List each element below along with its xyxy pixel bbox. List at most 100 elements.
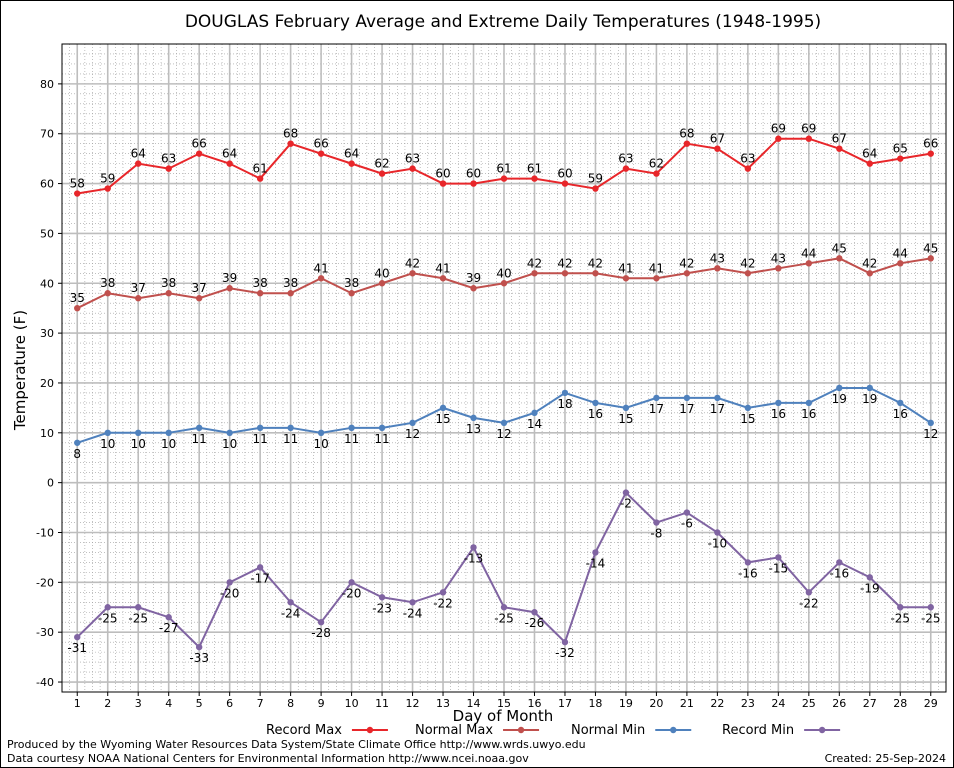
data-label: -13	[464, 551, 484, 565]
data-point	[256, 424, 264, 432]
data-point	[287, 424, 294, 432]
data-point	[135, 160, 142, 167]
data-point	[561, 389, 569, 397]
data-label: 41	[618, 261, 633, 275]
data-label: 10	[222, 437, 237, 451]
data-point	[683, 394, 691, 402]
data-point	[226, 429, 233, 436]
data-label: 69	[771, 122, 786, 136]
data-point	[897, 399, 904, 407]
data-label: 59	[100, 172, 115, 186]
data-label: -25	[494, 611, 514, 625]
data-label: 64	[862, 147, 877, 161]
data-point	[439, 180, 447, 187]
data-label: 42	[862, 256, 877, 270]
data-point	[866, 160, 873, 167]
data-point	[226, 160, 233, 167]
data-label: 8	[73, 447, 81, 461]
data-point	[317, 619, 325, 626]
data-point	[531, 270, 538, 277]
data-label: 11	[283, 432, 298, 446]
data-label: 42	[588, 256, 603, 270]
series-normal-max: 35 38 37 38 37 39 38 38 41 38 40 42 41 39 40 42 42 42 41 41…	[70, 241, 938, 312]
data-label: -24	[281, 606, 301, 620]
data-point	[165, 165, 172, 172]
data-point	[500, 280, 508, 287]
data-label: 66	[192, 137, 207, 151]
data-point	[378, 280, 386, 287]
data-label: 43	[710, 251, 725, 265]
data-point	[195, 643, 203, 651]
chart-title: DOUGLAS February Average and Extreme Dai…	[185, 12, 821, 32]
data-label: 63	[618, 152, 633, 166]
y-tick-label: 10	[40, 427, 54, 440]
data-label: 66	[313, 137, 328, 151]
data-point	[195, 424, 203, 432]
data-label: -20	[220, 586, 240, 600]
data-point	[744, 165, 752, 172]
data-point	[866, 270, 873, 277]
legend-label: Normal Min	[571, 723, 645, 738]
data-label: 16	[893, 407, 908, 421]
data-label: 38	[283, 276, 298, 290]
data-point	[104, 185, 111, 192]
data-label: -27	[159, 621, 179, 635]
plot-frame	[61, 43, 947, 693]
x-tick-label: 21	[680, 697, 694, 710]
data-label: -25	[128, 611, 148, 625]
data-label: -31	[67, 641, 87, 655]
data-point	[135, 429, 142, 436]
data-point	[195, 295, 203, 302]
x-tick-label: 26	[832, 697, 846, 710]
data-point	[622, 404, 630, 412]
data-label: 42	[679, 256, 694, 270]
data-point	[470, 544, 477, 551]
data-point	[348, 424, 355, 432]
data-point	[683, 509, 691, 516]
data-point	[683, 140, 691, 147]
data-label: 40	[496, 266, 511, 280]
data-label: 63	[405, 152, 420, 166]
data-point	[531, 609, 538, 616]
data-point	[470, 180, 477, 187]
x-tick-label: 22	[710, 697, 724, 710]
data-point	[622, 489, 630, 496]
legend-label: Normal Max	[415, 723, 493, 738]
data-label: -20	[342, 586, 362, 600]
data-point	[470, 285, 477, 292]
legend: Record Max Normal Max Normal Min Record Min	[266, 723, 841, 738]
data-label: 14	[527, 417, 542, 431]
data-label: -33	[189, 651, 209, 665]
data-point	[866, 574, 873, 581]
x-tick-label: 2	[104, 697, 111, 710]
data-label: 42	[557, 256, 572, 270]
data-label: 16	[771, 407, 786, 421]
data-label: 60	[466, 167, 481, 181]
data-label: 63	[740, 152, 755, 166]
data-label: -32	[555, 646, 575, 660]
data-point	[409, 165, 416, 172]
data-label: 17	[679, 402, 694, 416]
x-tick-label: 4	[165, 697, 172, 710]
data-label: 61	[252, 162, 267, 176]
legend-label: Record Max	[266, 723, 342, 738]
data-point	[653, 170, 660, 177]
data-point	[287, 290, 294, 297]
data-point	[470, 414, 477, 422]
data-point	[592, 549, 599, 556]
data-label: -26	[525, 616, 545, 630]
data-label: 10	[131, 437, 146, 451]
data-label: 11	[344, 432, 359, 446]
data-point	[561, 270, 569, 277]
data-point	[897, 260, 904, 267]
data-point	[135, 604, 142, 611]
x-tick-label: 16	[527, 697, 541, 710]
data-point	[74, 190, 81, 197]
data-label: 68	[283, 127, 298, 141]
data-label: -22	[433, 596, 453, 610]
x-tick-label: 10	[345, 697, 359, 710]
data-label: 42	[740, 256, 755, 270]
data-label: 64	[222, 147, 237, 161]
data-label: 68	[679, 127, 694, 141]
data-point	[927, 255, 934, 262]
